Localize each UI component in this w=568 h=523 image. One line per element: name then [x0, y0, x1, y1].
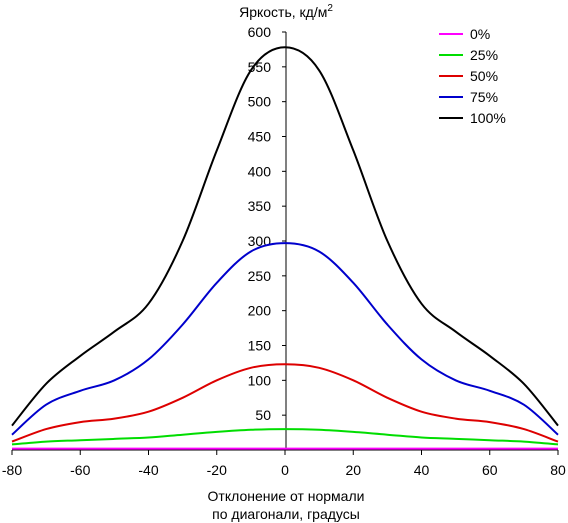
y-tick-label: 350: [248, 198, 272, 214]
x-tick-label: 80: [550, 462, 566, 478]
y-tick-label: 200: [248, 303, 272, 319]
y-tick-label: 250: [248, 268, 272, 284]
y-tick-label: 600: [248, 24, 272, 40]
x-tick-label: -80: [2, 462, 22, 478]
x-axis-title-line2: по диагонали, градусы: [212, 506, 360, 522]
legend: 0% 25% 50% 75% 100%: [439, 26, 506, 126]
x-tick-label: 0: [281, 462, 289, 478]
x-tick-label: -40: [138, 462, 158, 478]
x-tick-label: 60: [482, 462, 498, 478]
series-line-2: [11, 363, 559, 443]
y-axis-title-superscript: 2: [327, 3, 333, 14]
y-axis-title-text: Яркость, кд/м: [239, 4, 327, 20]
legend-label-4: 100%: [470, 110, 506, 126]
legend-label-2: 50%: [470, 68, 498, 84]
legend-label-1: 25%: [470, 47, 498, 63]
y-tick-label: 150: [248, 338, 272, 354]
y-tick-label: 500: [248, 94, 272, 110]
x-tick-label: 20: [345, 462, 361, 478]
y-tick-label: 550: [248, 59, 272, 75]
x-tick-label: -60: [70, 462, 90, 478]
legend-label-3: 75%: [470, 89, 498, 105]
y-tick-label: 450: [248, 129, 272, 145]
legend-label-0: 0%: [470, 26, 490, 42]
x-ticks: -80 -60 -40 -20 0 20 40 60 80: [2, 450, 566, 478]
x-tick-label: -20: [207, 462, 227, 478]
y-tick-label: 100: [248, 372, 272, 388]
x-tick-label: 40: [414, 462, 430, 478]
series-line-1: [11, 428, 559, 446]
series-line-4: [11, 46, 559, 427]
series-group: [11, 46, 559, 450]
x-axis-title-line1: Отклонение от нормали: [208, 488, 365, 504]
y-tick-label: 400: [248, 163, 272, 179]
series-line-3: [11, 242, 559, 436]
y-tick-label: 50: [255, 407, 271, 423]
y-axis-title: Яркость, кд/м2: [239, 3, 333, 20]
